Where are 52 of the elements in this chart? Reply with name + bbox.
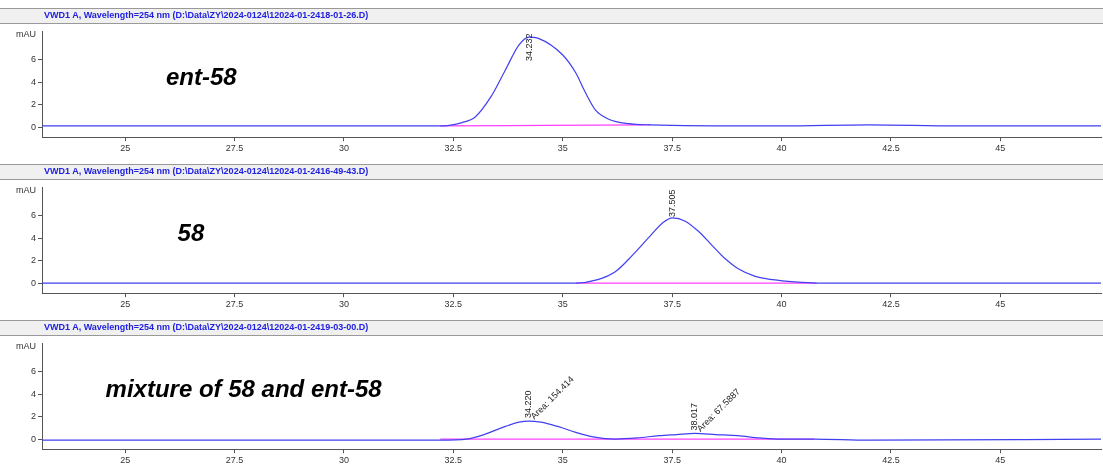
y-tick-label: 0 — [30, 277, 36, 288]
x-tick-label: 40 — [776, 299, 787, 310]
x-tick-label: 42.5 — [882, 143, 900, 154]
x-tick-label: 27.5 — [225, 143, 244, 154]
x-tick-label: 37.5 — [663, 455, 681, 466]
y-tick-label: 6 — [30, 54, 36, 65]
text: 58 — [177, 219, 205, 247]
x-tick-label: 27.5 — [225, 455, 244, 466]
x-tick-label: 45 — [995, 299, 1006, 310]
x-tick-label: 27.5 — [225, 299, 244, 310]
y-tick-label: 6 — [30, 210, 36, 221]
y-tick-label: 2 — [30, 411, 36, 422]
line-series — [42, 217, 1101, 284]
x-tick-label: 40 — [776, 143, 787, 154]
annotation: 37.505 — [666, 189, 677, 217]
chart-title: VWD1 A, Wavelength=254 nm (D:\Data\ZY\2024-0124\12024-01-2419-03-00.D) — [44, 322, 369, 332]
x-tick-label: 35 — [557, 299, 568, 310]
y-tick-label: 0 — [30, 433, 36, 444]
y-axis-title: mAU — [16, 28, 36, 39]
x-tick-label: 37.5 — [663, 143, 681, 154]
x-tick-label: 35 — [557, 455, 568, 466]
x-tick-label: 45 — [995, 143, 1006, 154]
text: mixture of 58 and ent-58 — [105, 375, 383, 403]
x-tick-label: 42.5 — [882, 299, 900, 310]
x-tick-label: 37.5 — [663, 299, 681, 310]
x-tick-label: 40 — [776, 455, 787, 466]
chart-title: VWD1 A, Wavelength=254 nm (D:\Data\ZY\2024-0124\12024-01-2416-49-43.D) — [44, 166, 369, 176]
x-tick-label: 42.5 — [882, 455, 900, 466]
y-tick-label: 4 — [30, 388, 36, 399]
y-tick-label: 4 — [30, 232, 36, 243]
y-tick-label: 2 — [30, 99, 36, 110]
x-tick-label: 30 — [338, 455, 349, 466]
y-tick-label: 2 — [30, 255, 36, 266]
y-axis-title: mAU — [16, 340, 36, 351]
x-tick-label: 32.5 — [444, 455, 463, 466]
line-series — [42, 36, 1101, 127]
x-tick-label: 30 — [338, 299, 349, 310]
x-tick-label: 25 — [120, 299, 131, 310]
x-tick-label: 32.5 — [444, 299, 463, 310]
y-tick-label: 6 — [30, 366, 36, 377]
x-tick-label: 25 — [120, 455, 131, 466]
text: ent-58 — [165, 63, 238, 91]
chart-title: VWD1 A, Wavelength=254 nm (D:\Data\ZY\2024-0124\12024-01-2418-01-26.D) — [44, 10, 369, 20]
y-tick-label: 0 — [30, 121, 36, 132]
x-tick-label: 30 — [338, 143, 349, 154]
y-axis-title: mAU — [16, 184, 36, 195]
annotation: 34.232 — [523, 33, 534, 61]
y-tick-label: 4 — [30, 76, 36, 87]
x-tick-label: 45 — [995, 455, 1006, 466]
x-tick-label: 25 — [120, 143, 131, 154]
x-tick-label: 32.5 — [444, 143, 463, 154]
x-tick-label: 35 — [557, 143, 568, 154]
